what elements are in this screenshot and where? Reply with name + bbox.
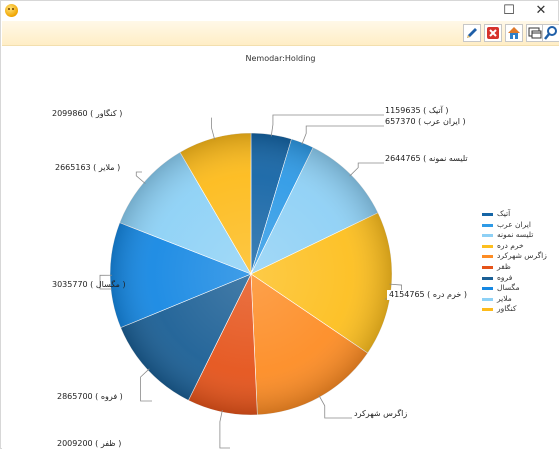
chart-legend: آتیک ایران عرب تلیسه نمونه خرم دره زاگرس شهر… xyxy=(482,209,552,315)
home-icon xyxy=(508,27,520,39)
legend-label: ظفر xyxy=(497,261,511,271)
leader-line-9 xyxy=(135,171,146,184)
legend-swatch xyxy=(482,297,493,301)
legend-item-3[interactable]: تلیسه نمونه xyxy=(482,230,552,241)
legend-label: خرم دره xyxy=(497,240,524,250)
edit-button[interactable] xyxy=(463,24,481,42)
legend-swatch xyxy=(482,287,493,291)
legend-item-6[interactable]: ظفر xyxy=(482,262,552,273)
chart-area: Nemodar:Holding 1159635 ( آتیک ) 657370 (… xyxy=(2,46,559,449)
slice-label-10: 2099860 ( کنگاور ) xyxy=(52,109,123,118)
legend-item-4[interactable]: خرم دره xyxy=(482,241,552,252)
search-icon xyxy=(544,26,557,40)
leader-line-6 xyxy=(219,409,230,449)
legend-item-5[interactable]: زاگرس شهرکرد xyxy=(482,251,552,262)
slice-label-9: 2665163 ( ملاير ) xyxy=(55,163,121,172)
leader-line-10 xyxy=(211,117,216,140)
slice-label-2: 657370 ( ایران عرب ) xyxy=(385,117,466,126)
chart-title: Nemodar:Holding xyxy=(245,54,316,63)
legend-swatch xyxy=(482,223,493,227)
legend-label: مگسال xyxy=(497,283,520,293)
legend-label: ملاير xyxy=(497,293,512,303)
legend-item-7[interactable]: فروه xyxy=(482,273,552,284)
delete-button[interactable] xyxy=(484,24,502,42)
legend-item-10[interactable]: کنگاور xyxy=(482,304,552,315)
delete-icon xyxy=(487,27,499,39)
legend-item-2[interactable]: ایران عرب xyxy=(482,220,552,231)
legend-item-1[interactable]: آتیک xyxy=(482,209,552,220)
legend-swatch xyxy=(482,213,493,216)
leader-line-5 xyxy=(318,395,352,419)
pie-chart xyxy=(99,114,402,449)
legend-swatch xyxy=(482,234,493,238)
leader-line-8 xyxy=(99,274,113,290)
legend-item-8[interactable]: مگسال xyxy=(482,283,552,294)
legend-swatch xyxy=(482,255,493,259)
search-button[interactable] xyxy=(542,24,559,42)
legend-label: فروه xyxy=(497,272,513,282)
slice-label-8: 3035770 ( مگسال ) xyxy=(52,280,126,289)
legend-swatch xyxy=(482,265,493,269)
slice-label-4: 4154765 ( خرم دره ) xyxy=(387,290,469,300)
legend-swatch xyxy=(482,308,493,312)
leader-line-3 xyxy=(349,162,384,177)
leader-line-1 xyxy=(270,114,384,137)
legend-label: آتیک xyxy=(497,209,511,218)
legend-swatch xyxy=(482,276,493,280)
smiley-app-icon xyxy=(5,4,18,17)
legend-label: تلیسه نمونه xyxy=(497,230,534,240)
title-bar: ☐ ✕ xyxy=(1,1,558,21)
slice-label-5: زاگرس شهرکرد xyxy=(354,409,408,418)
legend-label: ایران عرب xyxy=(497,219,531,229)
legend-label: کنگاور xyxy=(497,304,517,314)
legend-swatch xyxy=(482,244,493,248)
leader-line-2 xyxy=(301,125,384,145)
toolbar xyxy=(2,21,559,46)
window-icon xyxy=(528,27,542,39)
pencil-icon xyxy=(467,28,477,38)
leader-line-7 xyxy=(140,368,152,402)
maximize-button[interactable]: ☐ xyxy=(503,3,515,18)
legend-item-9[interactable]: ملاير xyxy=(482,294,552,305)
close-button[interactable]: ✕ xyxy=(535,3,547,18)
slice-label-1: 1159635 ( آتیک ) xyxy=(385,106,449,115)
slice-label-3: 2644765 ( تلیسه نمونه xyxy=(385,154,468,163)
legend-label: زاگرس شهرکرد xyxy=(497,251,547,261)
slice-label-6: 2009200 ( ظفر ) xyxy=(57,439,122,448)
home-button[interactable] xyxy=(505,24,523,42)
slice-label-7: 2865700 ( فروه ) xyxy=(57,392,123,401)
